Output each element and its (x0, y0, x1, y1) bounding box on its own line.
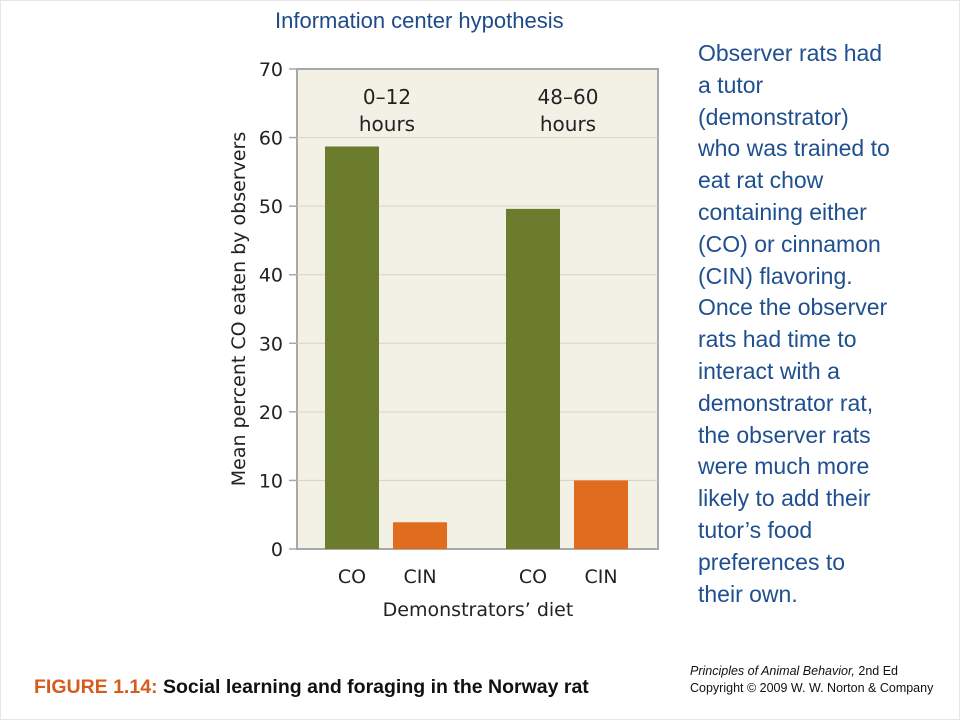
copyright-notice: Copyright © 2009 W. W. Norton & Company (690, 681, 934, 695)
description-line: the observer rats (698, 421, 871, 448)
x-tick-label: CO (338, 566, 366, 588)
bar-cin (574, 480, 628, 549)
description-line: (CIN) flavoring. (698, 262, 853, 289)
figure-caption-text: Social learning and foraging in the Norw… (162, 676, 589, 698)
group-label: hours (540, 112, 596, 136)
x-tick-label: CO (519, 566, 547, 588)
y-tick-label: 0 (271, 539, 283, 561)
bar-co (506, 208, 560, 549)
figure-caption: FIGURE 1.14: Social learning and foragin… (34, 676, 589, 699)
figure-label: FIGURE 1.14: (34, 676, 158, 698)
description-text: Observer rats had a tutor (demonstrator) wh… (698, 38, 948, 610)
slide-title: Information center hypothesis (275, 8, 564, 33)
y-axis-label: Mean percent CO eaten by observers (228, 132, 250, 487)
description-line: preferences to (698, 548, 846, 575)
description-line: were much more (698, 453, 870, 480)
group-label: 48–60 (538, 85, 599, 109)
description-line: a tutor (698, 71, 764, 98)
description-line: eat rat chow (698, 167, 824, 194)
group-label: 0–12 (363, 85, 411, 109)
description-line: their own. (698, 580, 798, 607)
y-tick-label: 20 (259, 402, 283, 424)
description-line: who was trained to (698, 135, 890, 162)
bar-co (325, 146, 379, 549)
description-line: rats had time to (698, 326, 857, 353)
y-tick-label: 50 (259, 196, 283, 218)
book-reference: Principles of Animal Behavior, 2nd Ed (690, 663, 940, 680)
description-line: tutor’s food (698, 516, 813, 543)
book-edition: 2nd Ed (854, 664, 898, 678)
description-line: interact with a (698, 357, 840, 384)
group-label: hours (359, 112, 415, 136)
y-tick-label: 60 (259, 128, 283, 150)
description-line: containing either (698, 198, 867, 225)
y-tick-label: 10 (259, 470, 283, 492)
description-line: (CO) or cinnamon (698, 230, 881, 257)
description-line: likely to add their (698, 485, 871, 512)
y-tick-label: 70 (259, 59, 283, 81)
credit-block: Principles of Animal Behavior, 2nd Ed Co… (690, 663, 940, 697)
description-line: (demonstrator) (698, 103, 849, 130)
x-tick-label: CIN (403, 566, 436, 588)
bar-cin (393, 522, 447, 549)
book-title: Principles of Animal Behavior, (690, 664, 855, 678)
x-tick-label: CIN (584, 566, 617, 588)
y-tick-label: 30 (259, 333, 283, 355)
description-line: Observer rats had (698, 40, 883, 66)
y-tick-label: 40 (259, 265, 283, 287)
x-axis-label: Demonstrators’ diet (383, 599, 574, 621)
description-line: demonstrator rat, (698, 389, 874, 416)
description-line: Once the observer (698, 294, 888, 321)
